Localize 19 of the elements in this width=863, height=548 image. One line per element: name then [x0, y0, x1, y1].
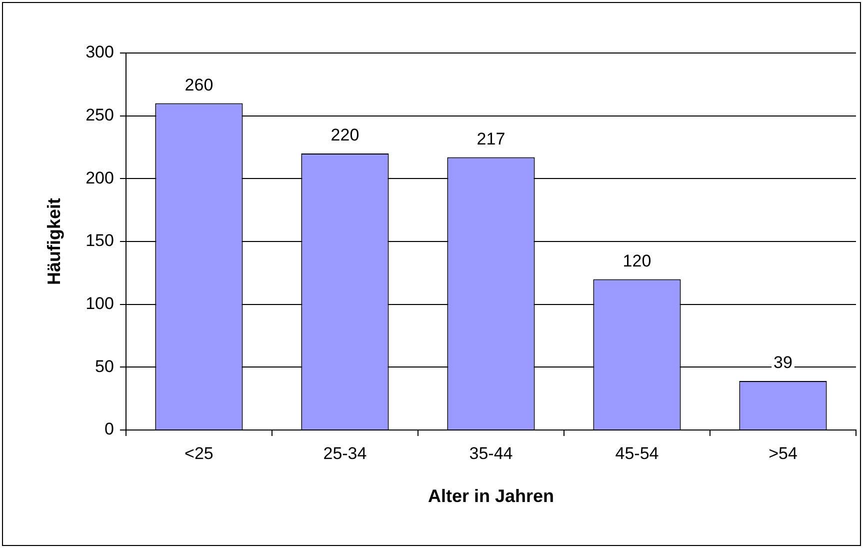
x-tick-label: >54 — [768, 444, 798, 463]
data-label: 260 — [184, 75, 214, 94]
y-tick-label: 250 — [86, 106, 114, 125]
y-tick-label: 300 — [86, 42, 114, 62]
x-axis-title: Alter in Jahren — [428, 486, 554, 506]
x-tick-label: 45-54 — [615, 444, 659, 463]
y-tick-label: 200 — [86, 168, 114, 188]
data-label: 39 — [774, 353, 792, 372]
data-label: 220 — [330, 126, 360, 145]
x-tick-label: <25 — [184, 444, 214, 463]
data-label: 120 — [622, 251, 652, 270]
data-label: 217 — [476, 129, 506, 148]
y-tick-label: 100 — [86, 294, 114, 314]
y-tick-label: 50 — [95, 356, 114, 376]
y-tick-label: 0 — [104, 420, 114, 439]
x-tick-label: 25-34 — [323, 444, 367, 463]
y-tick-label: 150 — [86, 231, 114, 250]
y-axis-title: Häufigkeit — [44, 198, 64, 286]
x-tick-label: 35-44 — [469, 444, 513, 463]
